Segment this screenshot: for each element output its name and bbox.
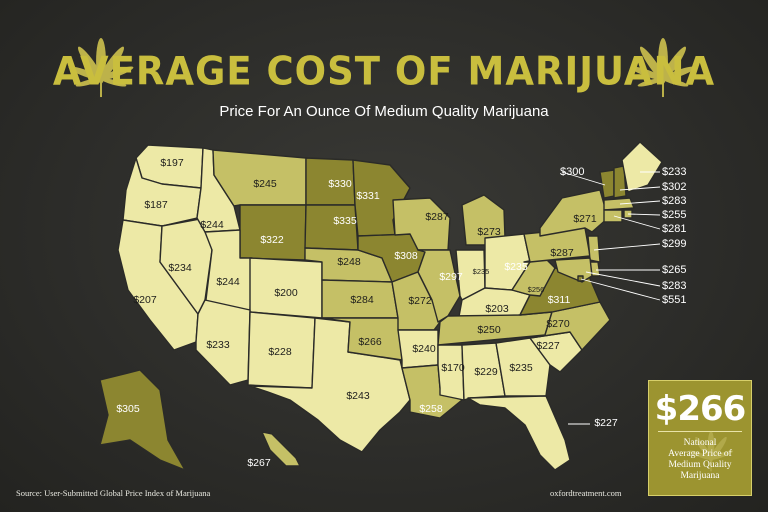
price-label-wi: $287 bbox=[425, 211, 449, 223]
price-label-md: $283 bbox=[662, 280, 686, 292]
price-label-sc: $227 bbox=[536, 340, 560, 352]
state-me bbox=[621, 141, 663, 193]
price-label-ca: $207 bbox=[133, 294, 157, 306]
price-label-in: $235 bbox=[473, 267, 490, 276]
national-average-value: $266 bbox=[654, 389, 747, 429]
price-label-al: $229 bbox=[474, 366, 498, 378]
page-title: AVERAGE COST OF MARIJUANA bbox=[52, 48, 716, 95]
price-label-tx: $243 bbox=[346, 390, 370, 402]
price-label-ia: $308 bbox=[394, 250, 418, 262]
state-sd bbox=[304, 204, 359, 251]
price-label-id: $244 bbox=[200, 219, 224, 231]
price-label-sd: $335 bbox=[333, 215, 357, 227]
price-label-mn: $331 bbox=[356, 190, 380, 202]
price-label-wa: $197 bbox=[160, 157, 184, 169]
price-label-pa: $287 bbox=[550, 247, 574, 259]
price-label-nm: $228 bbox=[268, 346, 292, 358]
price-label-nc: $270 bbox=[546, 318, 570, 330]
state-ny bbox=[539, 189, 609, 237]
price-label-me: $233 bbox=[662, 166, 686, 178]
price-label-ct: $281 bbox=[662, 223, 686, 235]
national-average-label: National Average Price of Medium Quality… bbox=[668, 438, 732, 481]
state-ok bbox=[321, 317, 403, 361]
price-label-nj: $299 bbox=[662, 238, 686, 250]
price-label-ut: $244 bbox=[216, 276, 240, 288]
price-label-nh: $302 bbox=[662, 181, 686, 193]
leader-line-ma bbox=[619, 200, 661, 205]
leader-line-dc bbox=[580, 278, 661, 301]
cannabis-leaf-icon bbox=[630, 38, 696, 98]
state-ga bbox=[495, 337, 551, 397]
source-note: Source: User-Submitted Global Price Inde… bbox=[16, 488, 211, 498]
price-label-ri: $255 bbox=[662, 209, 686, 221]
cannabis-leaf-icon bbox=[688, 431, 734, 472]
price-label-ky: $203 bbox=[485, 303, 509, 315]
price-label-mo: $272 bbox=[408, 295, 432, 307]
price-label-or: $187 bbox=[144, 199, 168, 211]
price-label-wy: $322 bbox=[260, 234, 284, 246]
state-wy bbox=[239, 204, 307, 261]
leader-line-nj bbox=[593, 243, 661, 251]
price-label-hi: $267 bbox=[247, 457, 271, 469]
page-subtitle: Price For An Ounce Of Medium Quality Mar… bbox=[219, 103, 549, 120]
price-label-oh: $235 bbox=[504, 261, 528, 273]
price-label-ma: $283 bbox=[662, 195, 686, 207]
price-label-co: $200 bbox=[274, 287, 298, 299]
price-label-de: $265 bbox=[662, 264, 686, 276]
leader-line-nh bbox=[619, 186, 661, 191]
leader-line-md bbox=[585, 271, 661, 287]
price-label-ga: $235 bbox=[509, 362, 533, 374]
price-label-ms: $170 bbox=[441, 362, 465, 374]
price-label-il: $297 bbox=[439, 271, 463, 283]
price-label-wv: $256 bbox=[528, 285, 545, 294]
state-ma bbox=[603, 197, 635, 211]
price-label-az: $233 bbox=[206, 339, 230, 351]
price-label-mi: $273 bbox=[477, 226, 501, 238]
state-ct bbox=[603, 209, 623, 223]
price-label-dc: $551 bbox=[662, 294, 686, 306]
state-nj bbox=[587, 235, 601, 263]
price-label-ak: $305 bbox=[116, 403, 140, 415]
price-label-ar: $240 bbox=[412, 343, 436, 355]
national-average-box: $266 National Average Price of Medium Qu… bbox=[648, 380, 752, 496]
state-ak bbox=[99, 369, 186, 471]
price-label-va: $311 bbox=[548, 294, 571, 306]
site-credit: oxfordtreatment.com bbox=[550, 488, 622, 498]
state-dc bbox=[577, 275, 584, 282]
price-label-nd: $330 bbox=[328, 178, 352, 190]
price-label-mt: $245 bbox=[253, 178, 277, 190]
price-label-ok: $266 bbox=[358, 336, 382, 348]
state-il bbox=[417, 249, 461, 323]
leader-line-ct bbox=[613, 215, 661, 230]
cannabis-leaf-icon bbox=[68, 38, 134, 98]
price-label-vt: $300 bbox=[560, 166, 584, 178]
price-label-la: $258 bbox=[419, 403, 443, 415]
state-hi bbox=[261, 431, 301, 467]
price-label-ny: $271 bbox=[573, 213, 597, 225]
divider bbox=[658, 431, 742, 432]
price-label-nv: $234 bbox=[168, 262, 192, 274]
price-label-tn: $250 bbox=[477, 324, 501, 336]
leader-line-vt bbox=[561, 171, 606, 186]
leader-line-ri bbox=[627, 213, 661, 216]
price-label-ks: $284 bbox=[350, 294, 374, 306]
price-label-ne: $248 bbox=[337, 256, 361, 268]
price-label-fl: $227 bbox=[594, 417, 618, 429]
state-fl bbox=[467, 395, 571, 471]
